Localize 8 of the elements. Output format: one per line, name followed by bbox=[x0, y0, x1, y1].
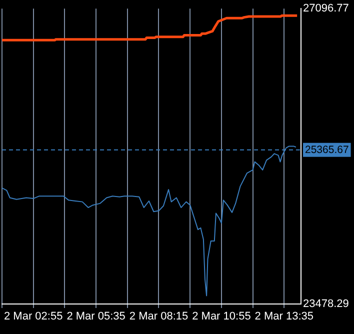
x-tick-label: 2 Mar 13:35 bbox=[254, 310, 314, 323]
ref-line-label: 25365.67 bbox=[305, 144, 349, 156]
x-tick-label: 2 Mar 02:55 bbox=[4, 310, 63, 323]
x-tick-label: 2 Mar 08:15 bbox=[129, 310, 188, 323]
x-tick-label: 2 Mar 10:55 bbox=[192, 310, 251, 323]
x-tick-label: 2 Mar 05:35 bbox=[66, 310, 126, 323]
y-tick-label: 27096.77 bbox=[303, 2, 349, 15]
y-tick-label: 23478.29 bbox=[303, 298, 349, 310]
